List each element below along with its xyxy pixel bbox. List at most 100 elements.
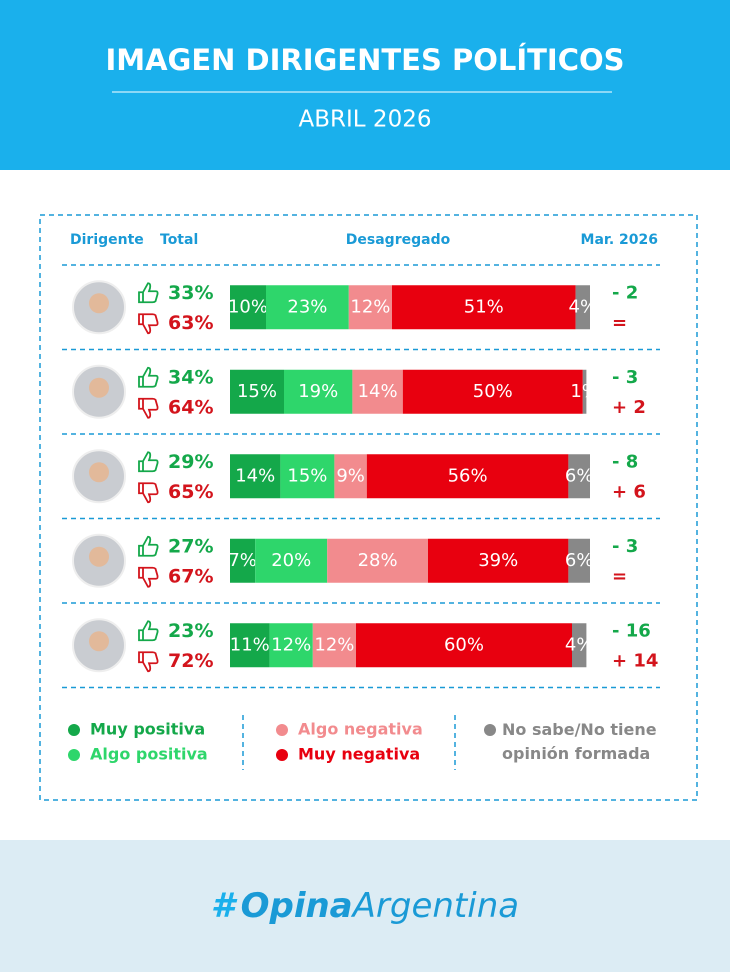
- bar-value-label: 4%: [565, 634, 594, 655]
- legend-label: Algo negativa: [298, 720, 423, 739]
- column-label: Mar. 2026: [581, 232, 658, 248]
- total-label: 64%: [168, 396, 213, 418]
- legend-swatch: [68, 724, 80, 736]
- thumb-up-icon: [138, 620, 159, 642]
- legend-label: No sabe/No tiene opinión formada: [502, 720, 657, 763]
- bar-segment: [572, 623, 587, 668]
- bar-value-label: 6%: [565, 550, 594, 571]
- icon-path: [138, 651, 159, 673]
- bar-value-label: 7%: [228, 550, 257, 571]
- bar-value-label: 39%: [478, 550, 518, 571]
- total-label: 34%: [168, 366, 213, 388]
- bar-segment: [230, 369, 284, 414]
- bar-value-label: 12%: [271, 634, 311, 655]
- thumb-up-icon: [138, 366, 159, 388]
- header-band: [0, 0, 730, 170]
- icon-path: [138, 566, 159, 588]
- total-label: 72%: [168, 650, 213, 672]
- thumb-down-icon: [138, 313, 159, 335]
- leader-photo-face: [89, 462, 109, 483]
- total-label: 33%: [168, 282, 213, 304]
- icon-path: [138, 397, 159, 419]
- thumb-down-icon: [138, 482, 159, 504]
- legend-swatch: [68, 749, 80, 761]
- change-label: - 2: [612, 282, 638, 303]
- thumb-up-icon: [138, 282, 159, 304]
- bar-segment: [356, 623, 572, 668]
- thumb-down-icon: [138, 397, 159, 419]
- legend-label: Muy negativa: [298, 745, 420, 764]
- bar-value-label: 9%: [336, 465, 365, 486]
- total-label: 29%: [168, 451, 213, 473]
- legend-swatch: [484, 724, 496, 736]
- bar-value-label: 51%: [464, 296, 504, 317]
- bar-segment: [266, 285, 349, 330]
- column-label: Desagregado: [346, 232, 451, 248]
- bar-segment: [568, 454, 590, 499]
- subtitle: ABRIL 2026: [299, 107, 432, 133]
- thumb-down-icon: [138, 651, 159, 673]
- change-label: - 3: [612, 536, 638, 557]
- change-label: - 3: [612, 367, 638, 388]
- bar-value-label: 1%: [570, 381, 599, 402]
- icon-path: [138, 620, 159, 642]
- brand-bold: Opina: [241, 886, 353, 926]
- leader-photo-face: [89, 631, 109, 652]
- bar-value-label: 12%: [314, 634, 354, 655]
- bar-segment: [582, 369, 587, 414]
- change-label: + 2: [612, 397, 646, 418]
- bar-value-label: 23%: [287, 296, 327, 317]
- bar-value-label: 10%: [228, 296, 268, 317]
- legend-swatch: [276, 724, 288, 736]
- change-label: - 8: [612, 451, 638, 472]
- bar-segment: [284, 369, 353, 414]
- title: IMAGEN DIRIGENTES POLÍTICOS: [105, 43, 624, 77]
- bar-value-label: 20%: [271, 550, 311, 571]
- footer-band: [0, 840, 730, 972]
- total-label: 67%: [168, 565, 213, 587]
- bar-value-label: 11%: [230, 634, 270, 655]
- bar-segment: [568, 538, 590, 583]
- change-label: + 14: [612, 650, 658, 671]
- bar-segment: [327, 538, 428, 583]
- icon-path: [138, 482, 159, 504]
- icon-path: [138, 451, 159, 473]
- leader-photo-face: [89, 293, 109, 314]
- change-label: + 6: [612, 481, 646, 502]
- bar-value-label: 6%: [565, 465, 594, 486]
- bar-value-label: 15%: [237, 381, 277, 402]
- change-label: =: [612, 312, 627, 333]
- icon-path: [138, 535, 159, 557]
- bar-value-label: 28%: [358, 550, 398, 571]
- bar-segment: [352, 369, 403, 414]
- column-label: Total: [160, 232, 198, 248]
- bar-segment: [269, 623, 313, 668]
- bar-value-label: 56%: [448, 465, 488, 486]
- brand-mark: #: [211, 886, 238, 926]
- bar-segment: [392, 285, 576, 330]
- legend-label: Muy positiva: [90, 720, 205, 739]
- brand-rest: Argentina: [351, 886, 519, 926]
- bar-segment: [428, 538, 569, 583]
- bar-segment: [312, 623, 356, 668]
- bar-segment: [366, 454, 569, 499]
- bar-value-label: 14%: [235, 465, 275, 486]
- frame: [39, 214, 698, 801]
- leader-photo-face: [89, 546, 109, 567]
- thumb-up-icon: [138, 535, 159, 557]
- icon-path: [138, 313, 159, 335]
- bar-segment: [255, 538, 328, 583]
- total-label: 63%: [168, 312, 213, 334]
- bar-value-label: 14%: [358, 381, 398, 402]
- change-label: =: [612, 566, 627, 587]
- brand: # OpinaArgentina: [211, 886, 519, 926]
- bar-segment: [348, 285, 392, 330]
- bar-value-label: 50%: [473, 381, 513, 402]
- bar-segment: [230, 538, 256, 583]
- bar-segment: [230, 623, 270, 668]
- icon-path: [138, 366, 159, 388]
- icon-path: [138, 282, 159, 304]
- legend-label-box: No sabe/No tiene opinión formada: [502, 720, 657, 763]
- bar-segment: [230, 454, 281, 499]
